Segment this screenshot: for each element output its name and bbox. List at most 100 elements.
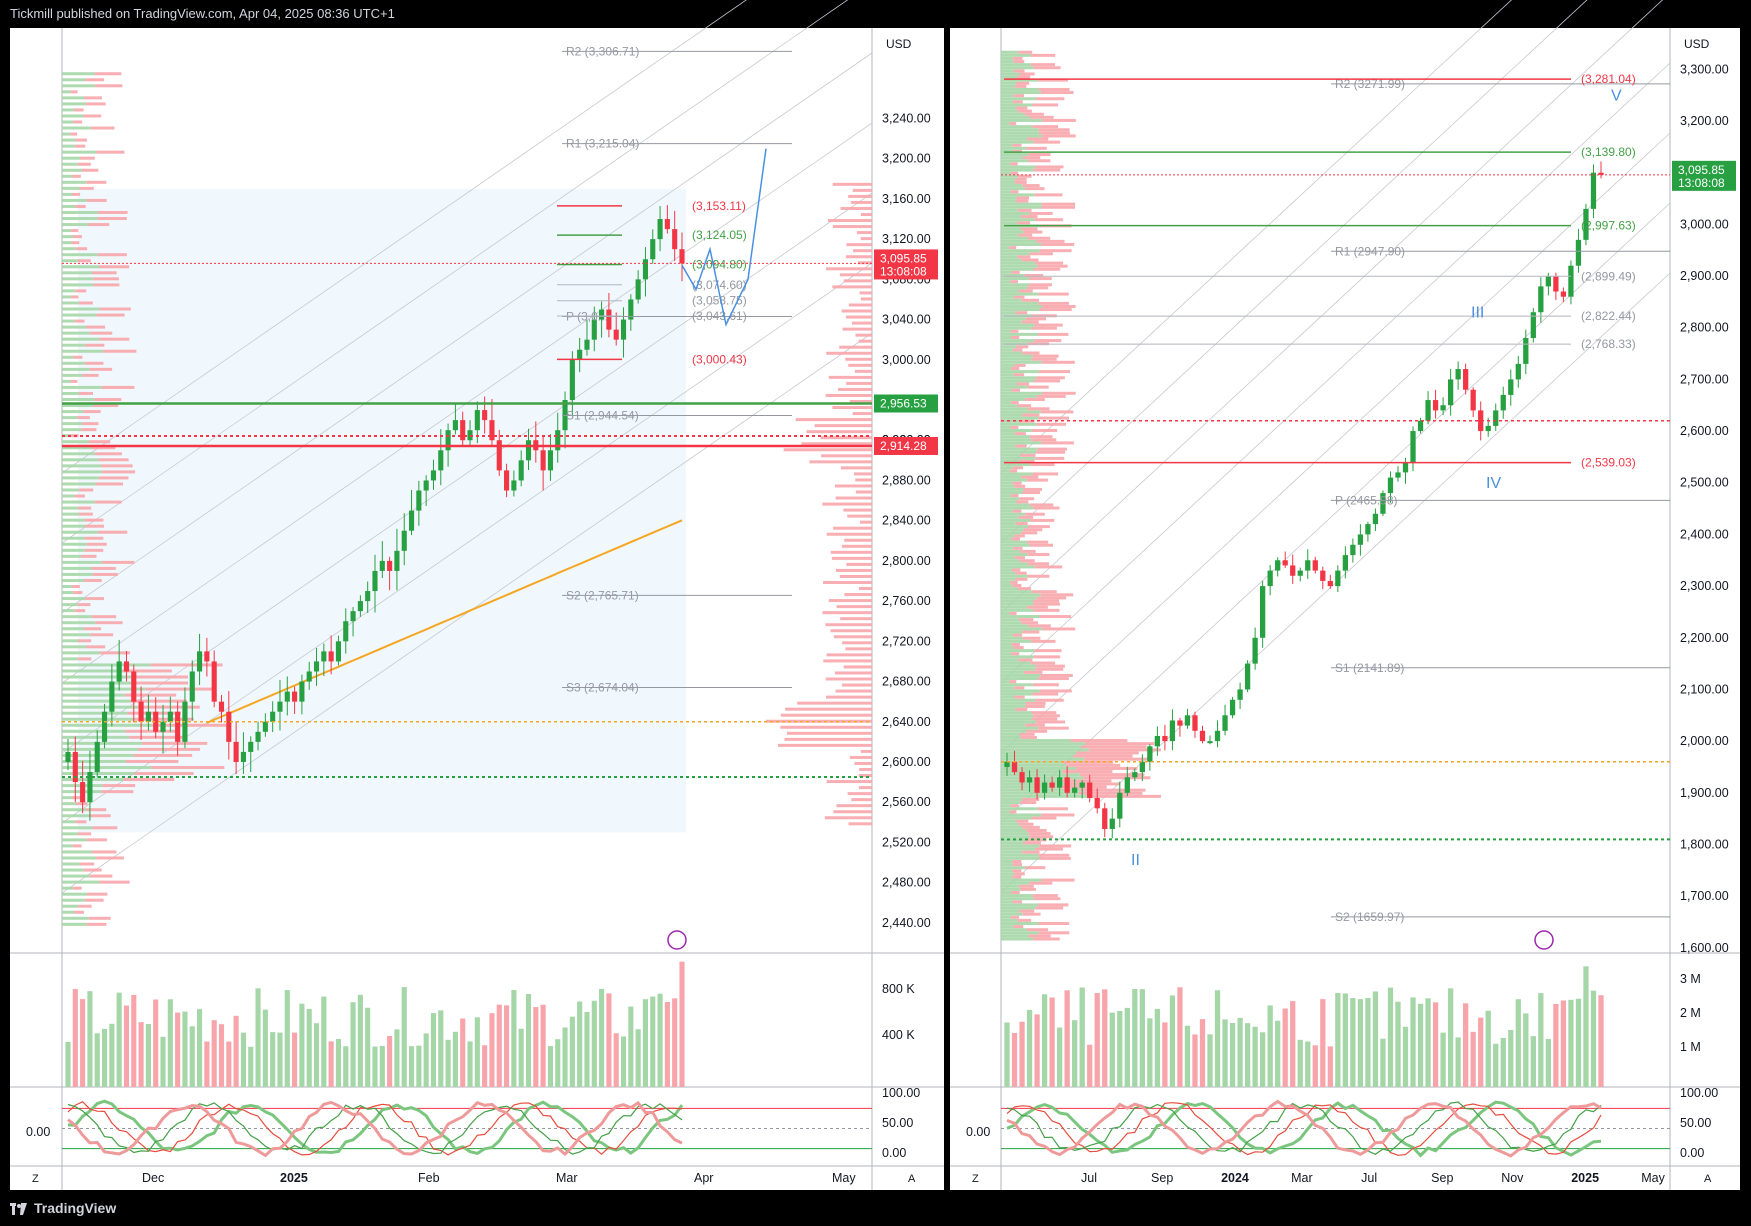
- trend-channel-line[interactable]: [1000, 202, 1671, 824]
- candle-body[interactable]: [1109, 818, 1115, 829]
- candle-body[interactable]: [642, 259, 649, 280]
- candle-body[interactable]: [372, 570, 378, 592]
- candle-body[interactable]: [1395, 472, 1401, 478]
- candle-body[interactable]: [1132, 772, 1138, 778]
- candle-body[interactable]: [1402, 462, 1409, 473]
- candle-body[interactable]: [1222, 715, 1228, 731]
- candle-body[interactable]: [1478, 410, 1484, 432]
- candle-body[interactable]: [430, 470, 437, 481]
- candle-body[interactable]: [1380, 493, 1386, 514]
- oscillator-pane[interactable]: [1001, 1099, 1670, 1158]
- candle-body[interactable]: [1139, 761, 1145, 773]
- candle-body[interactable]: [613, 329, 619, 340]
- candle-body[interactable]: [540, 450, 546, 471]
- candle-body[interactable]: [1568, 265, 1574, 297]
- candle-body[interactable]: [87, 772, 93, 803]
- candle-body[interactable]: [1432, 400, 1439, 411]
- candle-body[interactable]: [1041, 782, 1048, 793]
- candle-body[interactable]: [1312, 560, 1318, 571]
- candle-body[interactable]: [679, 249, 685, 264]
- candle-body[interactable]: [1463, 369, 1469, 390]
- candle-body[interactable]: [1455, 369, 1461, 380]
- candle-body[interactable]: [387, 560, 393, 571]
- candle-body[interactable]: [313, 661, 320, 672]
- trend-channel-line[interactable]: [1000, 0, 1670, 614]
- candle-body[interactable]: [131, 671, 137, 702]
- currency-label[interactable]: USD: [886, 37, 912, 51]
- oscillator-pane[interactable]: [62, 1099, 872, 1158]
- candle-body[interactable]: [1417, 420, 1424, 432]
- candle-body[interactable]: [65, 751, 71, 762]
- resistance-badge[interactable]: [874, 436, 938, 455]
- candle-body[interactable]: [197, 651, 203, 672]
- candle-body[interactable]: [204, 651, 210, 662]
- candle-body[interactable]: [452, 420, 458, 431]
- candle-body[interactable]: [379, 560, 385, 571]
- candle-body[interactable]: [248, 741, 254, 752]
- candle-body[interactable]: [474, 410, 480, 431]
- candle-body[interactable]: [1267, 570, 1273, 587]
- trend-channel-line[interactable]: [61, 262, 873, 824]
- candle-body[interactable]: [292, 691, 298, 702]
- candle-body[interactable]: [401, 530, 407, 551]
- candle-body[interactable]: [569, 359, 575, 401]
- candle-body[interactable]: [357, 601, 363, 612]
- candle-body[interactable]: [1538, 286, 1544, 313]
- candle-body[interactable]: [650, 239, 656, 260]
- candle-body[interactable]: [109, 681, 115, 712]
- candle-body[interactable]: [1026, 777, 1033, 783]
- trend-channel-line[interactable]: [61, 0, 872, 474]
- candle-body[interactable]: [1087, 782, 1093, 798]
- candle-body[interactable]: [160, 721, 166, 732]
- candle-body[interactable]: [1214, 730, 1221, 742]
- candle-body[interactable]: [1447, 379, 1454, 406]
- candle-body[interactable]: [1357, 534, 1364, 545]
- candle-body[interactable]: [1237, 689, 1243, 700]
- candle-body[interactable]: [1560, 291, 1567, 297]
- trend-channel-line[interactable]: [61, 192, 873, 754]
- candle-body[interactable]: [635, 279, 641, 300]
- candle-body[interactable]: [1192, 715, 1198, 731]
- candle-body[interactable]: [1177, 720, 1183, 726]
- flash-icon[interactable]: [667, 930, 687, 950]
- currency-label[interactable]: USD: [1684, 37, 1710, 51]
- candle-body[interactable]: [555, 430, 561, 451]
- candle-body[interactable]: [233, 741, 239, 762]
- candle-body[interactable]: [394, 550, 400, 571]
- left-chart-panel[interactable]: USD3,240.003,200.003,160.003,120.003,080…: [10, 0, 944, 1190]
- candle-body[interactable]: [1523, 338, 1529, 364]
- candles[interactable]: [1004, 161, 1604, 839]
- candle-body[interactable]: [482, 410, 488, 421]
- zoom-button[interactable]: Z: [32, 1173, 39, 1185]
- candle-body[interactable]: [1387, 477, 1394, 494]
- candle-body[interactable]: [1124, 777, 1130, 793]
- candle-body[interactable]: [1049, 782, 1055, 788]
- candle-body[interactable]: [211, 661, 217, 702]
- candle-body[interactable]: [321, 651, 327, 662]
- candle-body[interactable]: [1184, 715, 1191, 726]
- candle-body[interactable]: [101, 711, 108, 742]
- candle-body[interactable]: [94, 741, 100, 773]
- current-price-badge[interactable]: [1672, 160, 1736, 191]
- candle-body[interactable]: [1034, 777, 1040, 793]
- candle-body[interactable]: [277, 701, 283, 712]
- candle-body[interactable]: [1252, 637, 1258, 664]
- candle-body[interactable]: [306, 671, 312, 682]
- candle-body[interactable]: [1154, 735, 1161, 747]
- candle-body[interactable]: [438, 450, 444, 471]
- candle-body[interactable]: [218, 701, 225, 712]
- candle-body[interactable]: [350, 611, 356, 622]
- candle-body[interactable]: [1282, 560, 1288, 566]
- candle-body[interactable]: [416, 490, 422, 511]
- candle-body[interactable]: [262, 721, 268, 732]
- candle-body[interactable]: [284, 691, 290, 702]
- candle-body[interactable]: [664, 219, 670, 230]
- candle-body[interactable]: [1079, 782, 1085, 788]
- candle-body[interactable]: [1553, 276, 1559, 292]
- candle-body[interactable]: [1425, 400, 1431, 421]
- candle-body[interactable]: [138, 701, 144, 722]
- candle-body[interactable]: [460, 420, 466, 441]
- candle-body[interactable]: [1335, 570, 1341, 587]
- trend-channel-line[interactable]: [61, 52, 873, 614]
- candle-body[interactable]: [1094, 797, 1100, 809]
